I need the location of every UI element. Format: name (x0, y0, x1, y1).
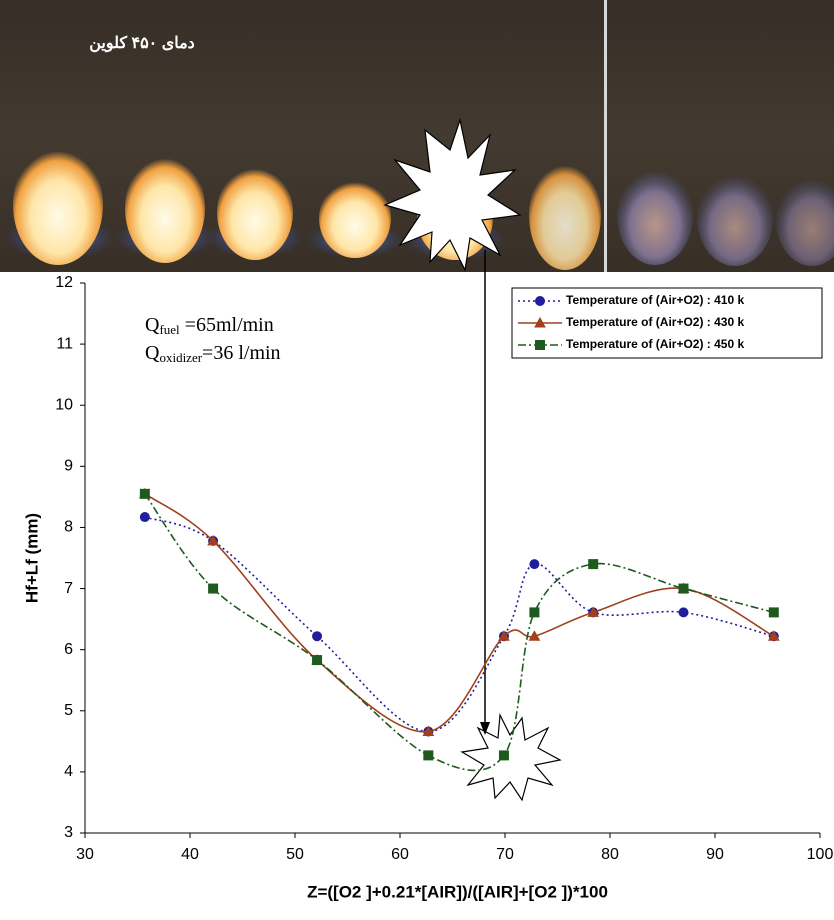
series-line (144, 516, 775, 733)
marker (423, 750, 434, 761)
annotation-symbol: Q (145, 314, 160, 336)
marker (588, 559, 599, 570)
series-line (144, 493, 775, 733)
y-tick-label: 6 (64, 641, 73, 658)
legend-marker (534, 316, 546, 328)
x-axis-label: Z=([O2 ]+0.21*[AIR])/([AIR]+[O2 ])*100 (307, 882, 608, 901)
marker (422, 725, 435, 737)
annotation: Qfuel =65ml/min (145, 314, 274, 337)
marker (678, 583, 689, 594)
marker (312, 655, 323, 666)
x-tick-label: 70 (496, 846, 514, 863)
x-tick-label: 50 (286, 846, 304, 863)
flame-photo (0, 0, 834, 272)
x-tick-label: 40 (181, 846, 199, 863)
marker (498, 630, 510, 641)
series-line (144, 493, 775, 772)
marker (529, 559, 540, 570)
marker (528, 630, 541, 641)
y-tick-label: 8 (64, 519, 73, 536)
annotation-subscript: oxidizer (159, 350, 202, 365)
y-tick-label: 11 (56, 335, 73, 352)
annotation-value: =36 l/min (202, 342, 281, 364)
x-tick-label: 60 (391, 846, 409, 863)
y-tick-label: 7 (64, 580, 73, 597)
legend-label: Temperature of (Air+O2) : 450 k (566, 337, 744, 351)
marker (139, 488, 150, 499)
marker (207, 534, 219, 546)
starburst (460, 712, 562, 802)
marker (768, 607, 779, 618)
legend-label: Temperature of (Air+O2) : 430 k (566, 315, 744, 329)
y-tick-label: 9 (64, 458, 73, 475)
y-tick-label: 3 (64, 824, 73, 841)
annotation-symbol: Q (145, 342, 160, 364)
y-tick-label: 5 (64, 702, 73, 719)
marker (767, 630, 780, 641)
photo-caption: دمای ۴۵۰ کلوین (89, 35, 195, 53)
arrow-head (480, 722, 490, 735)
x-tick-label: 30 (76, 846, 94, 863)
marker (678, 607, 689, 618)
y-tick-label: 10 (55, 396, 73, 413)
annotation: Qoxidizer=36 l/min (145, 342, 281, 365)
annotation-value: =65ml/min (180, 314, 274, 336)
marker (208, 583, 219, 594)
legend-marker (535, 340, 545, 350)
starburst (383, 117, 522, 272)
x-tick-label: 80 (601, 846, 619, 863)
x-tick-label: 90 (706, 846, 724, 863)
annotation-subscript: fuel (159, 322, 180, 337)
y-axis-label: Hf+Lf (mm) (22, 513, 41, 603)
marker (139, 512, 150, 523)
marker (498, 750, 509, 761)
y-tick-label: 4 (64, 763, 73, 780)
legend-label: Temperature of (Air+O2) : 410 k (566, 293, 744, 307)
marker (312, 631, 323, 642)
legend-box (511, 287, 823, 359)
y-tick-label: 12 (55, 274, 73, 291)
marker (529, 607, 540, 618)
x-tick-label: 100 (807, 846, 834, 863)
legend-marker (535, 296, 545, 306)
marker (587, 606, 600, 617)
